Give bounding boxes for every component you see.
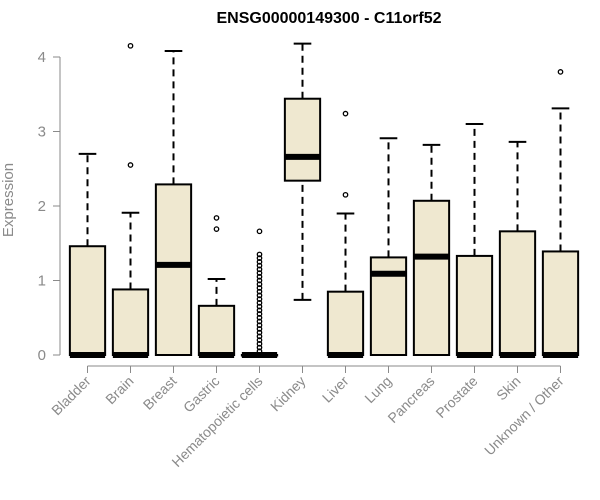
outlier-point [256,322,263,329]
x-tick-label: Liver [319,373,352,406]
outlier-point [256,303,263,310]
outlier-point [256,281,263,288]
outlier-point [256,228,263,235]
x-tick-label: Pancreas [384,373,437,426]
y-tick-label: 2 [38,198,46,215]
x-tick-label: Lung [361,373,394,406]
box-iqr [197,304,236,356]
x-tick-label: Unknown / Other [481,373,567,459]
x-tick-label: Bladder [48,373,94,419]
box-iqr [154,183,193,356]
outlier-point [213,226,220,232]
outlier-point [256,266,263,273]
x-tick-label: Prostate [432,373,480,421]
box-iqr [455,254,494,356]
outlier-point [256,259,263,265]
outlier-point [127,162,134,168]
chart-title: ENSG00000149300 - C11orf52 [216,10,441,27]
box-iqr [68,245,107,356]
box-7 [369,137,408,356]
outlier-point [256,333,263,340]
outlier-point [342,110,349,117]
outlier-point [256,318,263,325]
box-2 [154,50,193,356]
outlier-point [213,215,220,221]
outlier-point [256,270,263,276]
y-tick-label: 1 [38,273,46,290]
outlier-point [256,292,263,299]
outlier-point [256,262,263,269]
x-tick-label: Breast [140,373,180,413]
y-tick-label: 3 [38,124,46,141]
outlier-point [256,329,263,336]
y-tick-label: 0 [38,347,46,364]
boxes-layer [68,42,580,358]
box-8 [412,143,451,356]
outlier-point [256,285,263,291]
box-9 [455,123,494,358]
outlier-point [256,296,263,302]
box-iqr [541,250,580,357]
box-5 [283,42,322,301]
box-1 [111,42,150,358]
box-6 [326,110,365,358]
box-iqr [111,288,150,356]
outlier-point [256,288,263,295]
box-10 [498,140,537,358]
box-11 [541,69,580,358]
box-0 [68,152,107,358]
box-3 [197,215,236,358]
y-axis-label: Expression [0,163,17,237]
outlier-point [256,314,263,321]
box-iqr [283,97,322,182]
outlier-point [256,311,263,317]
axes: 0 1 2 3 4 [38,49,561,373]
x-tick-label: Gastric [180,373,223,416]
outlier-point [256,277,263,284]
x-tick-label: Brain [102,373,136,407]
box-iqr [498,230,537,356]
box-iqr [326,290,365,356]
x-tick-label: Skin [493,373,524,404]
outlier-point [256,273,263,280]
outlier-point [342,191,349,198]
outlier-point [256,326,263,332]
outlier-point [256,344,263,351]
outlier-point [256,299,263,306]
y-tick-label: 4 [38,49,46,66]
outlier-point [256,255,263,261]
outlier-point [557,69,564,75]
outlier-point [256,307,263,314]
outlier-point [127,42,134,49]
x-tick-label: Kidney [267,373,309,415]
outlier-point [256,337,263,343]
box-4 [240,228,279,358]
outlier-point [256,340,263,347]
outlier-point [256,348,263,355]
outlier-point [256,251,263,258]
box-iqr [412,199,451,356]
